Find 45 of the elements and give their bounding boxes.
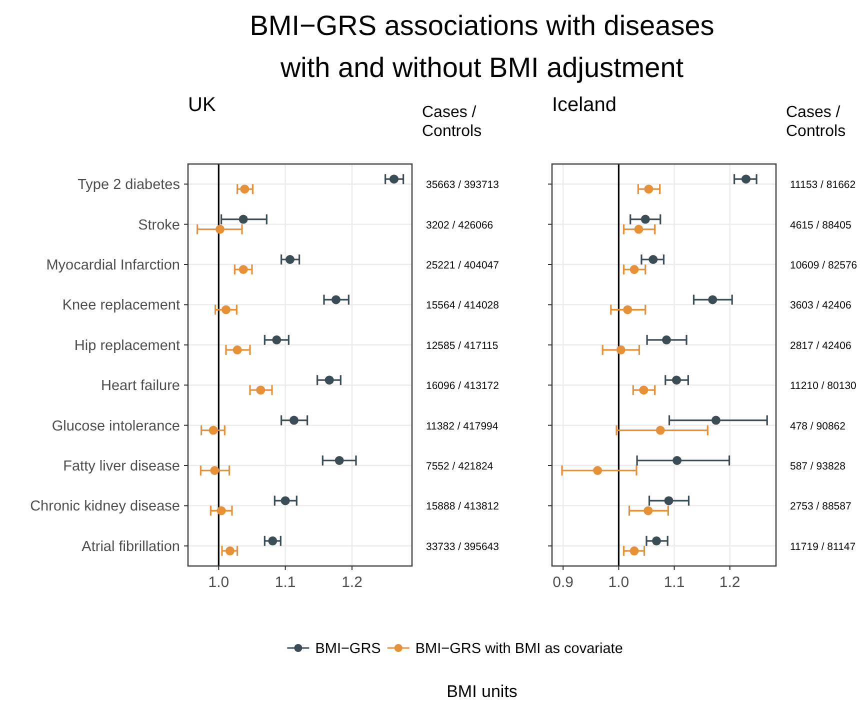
text: 587 / 93828: [790, 460, 846, 472]
text: 33733 / 395643: [426, 540, 500, 553]
text: 15888 / 413812: [426, 500, 500, 513]
text: Cases / Controls: [786, 104, 846, 140]
text: 11153 / 81662: [790, 179, 856, 192]
chart-subtitle: UK: [188, 94, 216, 116]
chart-title: Iceland: [552, 94, 616, 116]
legend-label: BMI−GRS: [315, 641, 381, 657]
x-axis-title: BMI units: [446, 682, 518, 701]
y-tick-label: Knee replacement: [62, 298, 180, 314]
text: Cases / Controls: [422, 104, 482, 140]
y-tick-label: Glucose intolerance: [52, 418, 180, 434]
x-tick-label: 1.1: [274, 574, 296, 591]
y-tick-label: Type 2 diabetes: [78, 177, 180, 194]
text: 10609 / 82576: [790, 260, 858, 272]
text: 4615 / 88405: [790, 219, 852, 232]
x-tick-label: 1.2: [719, 574, 740, 591]
y-tick-label: Atrial fibrillation: [82, 538, 180, 555]
legend-label: BMI−GRS with BMI as covariate: [415, 641, 623, 657]
y-tick-label: Fatty liver disease: [63, 458, 180, 474]
text: 11719 / 81147: [790, 540, 856, 553]
text: 11382 / 417994: [426, 420, 498, 432]
text: 12585 / 417115: [426, 340, 498, 352]
x-tick-label: 1.2: [342, 574, 362, 591]
x-tick-label: 1.0: [608, 574, 630, 591]
text: 16096 / 413172: [426, 380, 500, 392]
text: BMI−GRS associations with diseases with and without BMI adjustment: [250, 10, 714, 83]
text: 7552 / 421824: [426, 460, 494, 472]
text: 478 / 90862: [790, 420, 846, 432]
x-tick-label: 1.0: [208, 574, 230, 591]
text: 2753 / 88587: [790, 500, 852, 513]
text: 25221 / 404047: [426, 260, 500, 272]
x-tick-label: 0.9: [552, 574, 574, 591]
x-tick-label: 1.1: [664, 574, 685, 591]
text: 15564 / 414028: [426, 300, 500, 312]
text: 3603 / 42406: [790, 300, 852, 312]
y-tick-label: Heart failure: [101, 378, 180, 394]
text: 35663 / 393713: [426, 179, 500, 192]
y-tick-label: Myocardial Infarction: [46, 258, 180, 274]
text: 3202 / 426066: [426, 219, 494, 232]
y-tick-label: Chronic kidney disease: [30, 498, 180, 515]
text: 11210 / 80130: [790, 380, 857, 392]
text: 2817 / 42406: [790, 340, 852, 352]
y-tick-label: Hip replacement: [74, 338, 180, 354]
y-tick-label: Stroke: [138, 217, 180, 234]
